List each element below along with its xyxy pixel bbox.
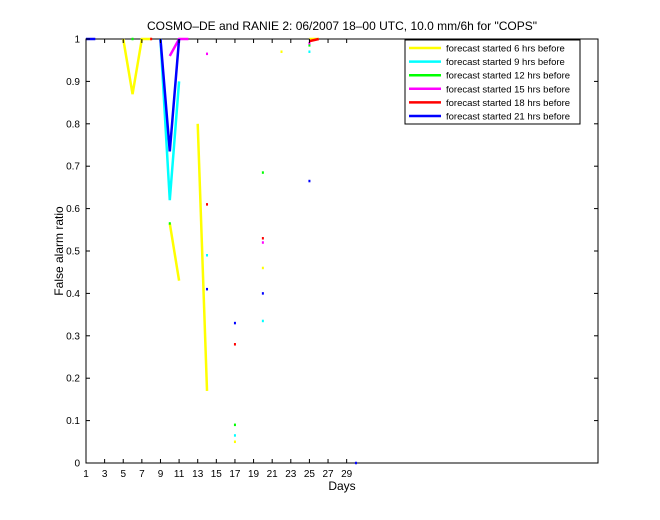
y-tick-label: 0.9	[66, 77, 80, 88]
series-line	[309, 37, 320, 43]
x-tick-label: 9	[158, 469, 164, 480]
x-tick-label: 7	[139, 469, 145, 480]
x-tick-label: 15	[211, 469, 223, 480]
y-tick-label: 0	[74, 459, 80, 470]
series-3	[131, 37, 311, 427]
series-5	[150, 37, 320, 346]
legend-label: forecast started 12 hrs before	[446, 71, 570, 82]
chart-title: COSMO–DE and RANIE 2: 06/2007 18–00 UTC,…	[147, 19, 537, 33]
legend-box	[404, 39, 581, 125]
x-tick-label: 17	[229, 469, 241, 480]
x-tick-label: 3	[102, 469, 108, 480]
x-tick-label: 1	[83, 469, 89, 480]
x-tick-label: 11	[174, 469, 185, 480]
x-tick-label: 23	[285, 469, 297, 480]
x-tick-label: 21	[267, 469, 279, 480]
legend-label: forecast started 9 hrs before	[446, 57, 565, 68]
x-tick-label: 13	[192, 469, 204, 480]
x-tick-label: 25	[304, 469, 316, 480]
y-tick-label: 0.3	[66, 331, 80, 342]
axis-layer: 1 3 5 7 9 11 13 15 17 19 21 23 25 27 2900.10.20.30.40.…	[66, 35, 598, 480]
series-line	[196, 123, 209, 391]
series-line	[159, 38, 181, 152]
series-line	[122, 37, 152, 95]
legend-label: forecast started 18 hrs before	[446, 98, 570, 109]
y-tick-label: 0.1	[66, 416, 80, 427]
x-tick-label: 19	[248, 469, 260, 480]
x-tick-label: 5	[120, 469, 126, 480]
legend: forecast started 6 hrs before forecast st…	[404, 39, 581, 125]
y-tick-label: 0.6	[66, 204, 80, 215]
y-tick-label: 0.2	[66, 374, 80, 385]
x-tick-label: 29	[341, 469, 353, 480]
y-tick-label: 0.4	[66, 289, 80, 300]
series-line	[159, 38, 181, 201]
x-tick-label: 27	[322, 469, 334, 480]
y-tick-label: 0.8	[66, 119, 80, 130]
series-2	[159, 38, 311, 437]
y-tick-label: 1	[74, 35, 80, 46]
x-axis-label: Days	[328, 479, 355, 493]
y-tick-label: 0.5	[66, 247, 80, 258]
legend-label: forecast started 21 hrs before	[446, 112, 570, 123]
y-axis-label: False alarm ratio	[52, 206, 66, 296]
series-line	[168, 223, 181, 281]
y-tick-label: 0.7	[66, 162, 80, 173]
legend-label: forecast started 15 hrs before	[446, 84, 570, 95]
legend-label: forecast started 6 hrs before	[446, 44, 565, 55]
